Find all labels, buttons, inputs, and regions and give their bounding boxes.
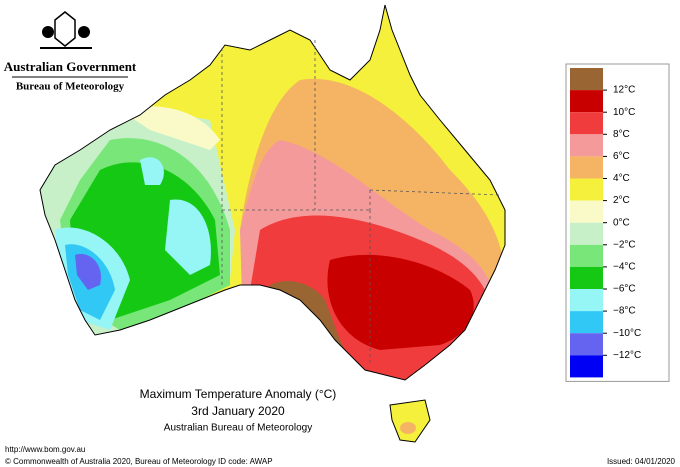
map-date: 3rd January 2020 <box>191 404 285 418</box>
legend-label: 10°C <box>613 107 635 118</box>
footer-copyright: © Commonwealth of Australia 2020, Bureau… <box>5 457 216 466</box>
legend-label: 0°C <box>613 217 630 228</box>
legend-swatch <box>570 289 603 312</box>
legend-label: 4°C <box>613 173 630 184</box>
legend-swatch <box>570 311 603 334</box>
legend-swatch <box>570 333 603 356</box>
legend-swatch <box>570 178 603 201</box>
legend-label: 8°C <box>613 129 630 140</box>
legend-swatch <box>570 90 603 113</box>
footer-url: http://www.bom.gov.au <box>5 445 85 454</box>
map-title: Maximum Temperature Anomaly (°C) <box>140 387 337 401</box>
legend-swatch <box>570 244 603 267</box>
legend-swatch <box>570 200 603 223</box>
legend-swatch <box>570 68 603 91</box>
legend-label: −2°C <box>613 239 636 250</box>
legend-swatch <box>570 355 603 378</box>
footer-issued: Issued: 04/01/2020 <box>607 457 676 466</box>
state-borders <box>221 40 501 365</box>
legend-label: 2°C <box>613 195 630 206</box>
legend-label: −8°C <box>613 306 636 317</box>
government-name: Australian Government <box>4 59 137 74</box>
legend-swatch <box>570 134 603 157</box>
legend-swatch <box>570 222 603 245</box>
legend-label: −6°C <box>613 284 636 295</box>
footer-id: ID code: AWAP <box>218 457 273 466</box>
legend: 12°C 10°C 8°C 6°C 4°C 2°C 0°C −2°C −4°C −6°C −8°C −… <box>565 63 670 382</box>
legend-label: 12°C <box>613 85 635 96</box>
agency-name: Bureau of Meteorology <box>16 81 125 93</box>
coastline <box>39 4 506 381</box>
map-source: Australian Bureau of Meteorology <box>164 423 312 434</box>
legend-label: −4°C <box>613 262 636 273</box>
legend-label: −10°C <box>613 328 641 339</box>
tasmania <box>389 399 431 443</box>
legend-label: −12°C <box>613 350 641 361</box>
legend-swatch <box>570 156 603 179</box>
legend-swatch <box>570 112 603 135</box>
legend-label: 6°C <box>613 151 630 162</box>
logo <box>40 11 92 49</box>
legend-swatch <box>570 266 603 289</box>
